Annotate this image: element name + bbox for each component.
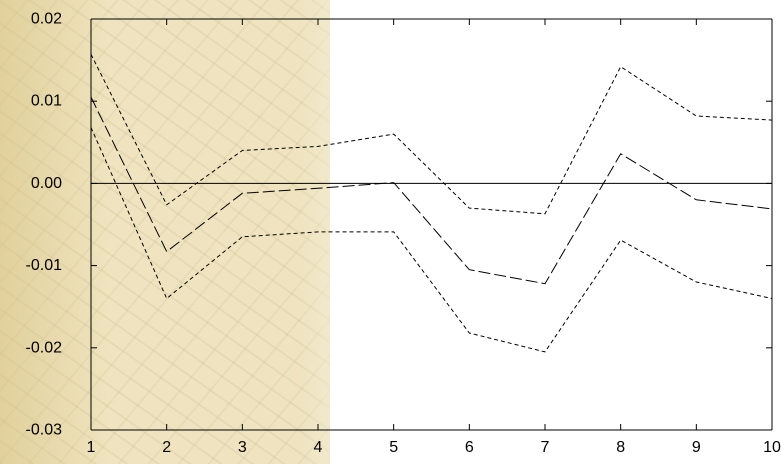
series-line-3 <box>90 127 773 353</box>
x-tick-label: 8 <box>616 439 625 456</box>
x-tick-label: 1 <box>87 439 96 456</box>
y-tick-label: 0.00 <box>31 175 62 192</box>
x-tick-label: 4 <box>314 439 323 456</box>
x-tick-label: 6 <box>465 439 474 456</box>
y-tick-label: 0.01 <box>31 93 62 110</box>
x-tick-label: 5 <box>389 439 398 456</box>
x-tick-label: 7 <box>541 439 550 456</box>
x-tick-label: 2 <box>162 439 171 456</box>
y-tick-label: -0.03 <box>26 422 63 439</box>
x-tick-labels: 1 2 3 4 5 6 7 8 9 10 <box>87 19 781 456</box>
x-tick-label: 10 <box>763 439 781 456</box>
axes-layer <box>90 18 773 431</box>
y-tick-label: 0.02 <box>31 11 62 28</box>
y-tick-label: -0.02 <box>26 339 63 356</box>
background-texture <box>0 0 330 464</box>
x-tick-label: 9 <box>692 439 701 456</box>
y-tick-label: -0.01 <box>26 257 63 274</box>
series-line-2 <box>90 54 773 215</box>
series-layer <box>90 54 773 353</box>
y-tick-labels: 0.02 0.01 0.00 -0.01 -0.02 -0.03 <box>26 11 772 439</box>
series-line-1 <box>90 96 773 285</box>
x-tick-label: 3 <box>238 439 247 456</box>
